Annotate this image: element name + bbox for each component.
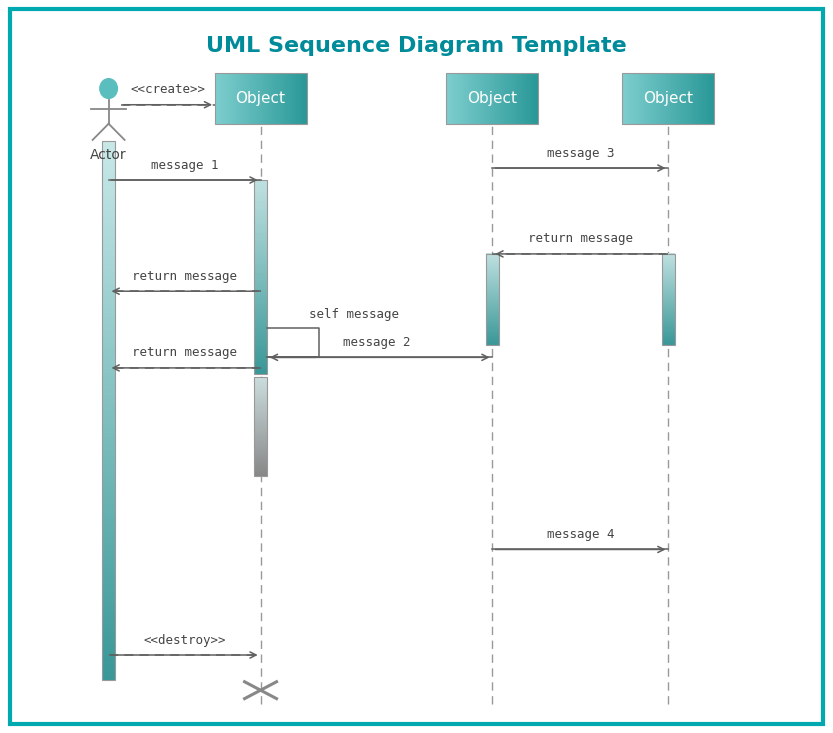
Text: message 3: message 3 [546,147,614,160]
Text: self message: self message [308,308,398,321]
Text: return message: return message [132,270,237,283]
Text: return message: return message [528,232,633,246]
Text: <<destroy>>: <<destroy>> [143,633,226,647]
Text: UML Sequence Diagram Template: UML Sequence Diagram Template [206,37,627,56]
Text: Actor: Actor [90,148,127,162]
Text: message 2: message 2 [342,336,411,349]
Text: return message: return message [132,347,237,359]
Text: message 4: message 4 [546,528,614,541]
Text: <<create>>: <<create>> [130,84,205,96]
Text: Object: Object [236,91,286,106]
Text: Object: Object [467,91,517,106]
Bar [215,73,307,124]
Text: message 1: message 1 [151,158,218,172]
Bar [486,254,499,345]
Bar [254,180,267,374]
Bar [254,377,267,476]
Bar [102,141,115,679]
Ellipse shape [100,78,117,98]
Bar [662,254,675,345]
Bar [446,73,538,124]
Text: Object: Object [643,91,693,106]
Bar [622,73,715,124]
